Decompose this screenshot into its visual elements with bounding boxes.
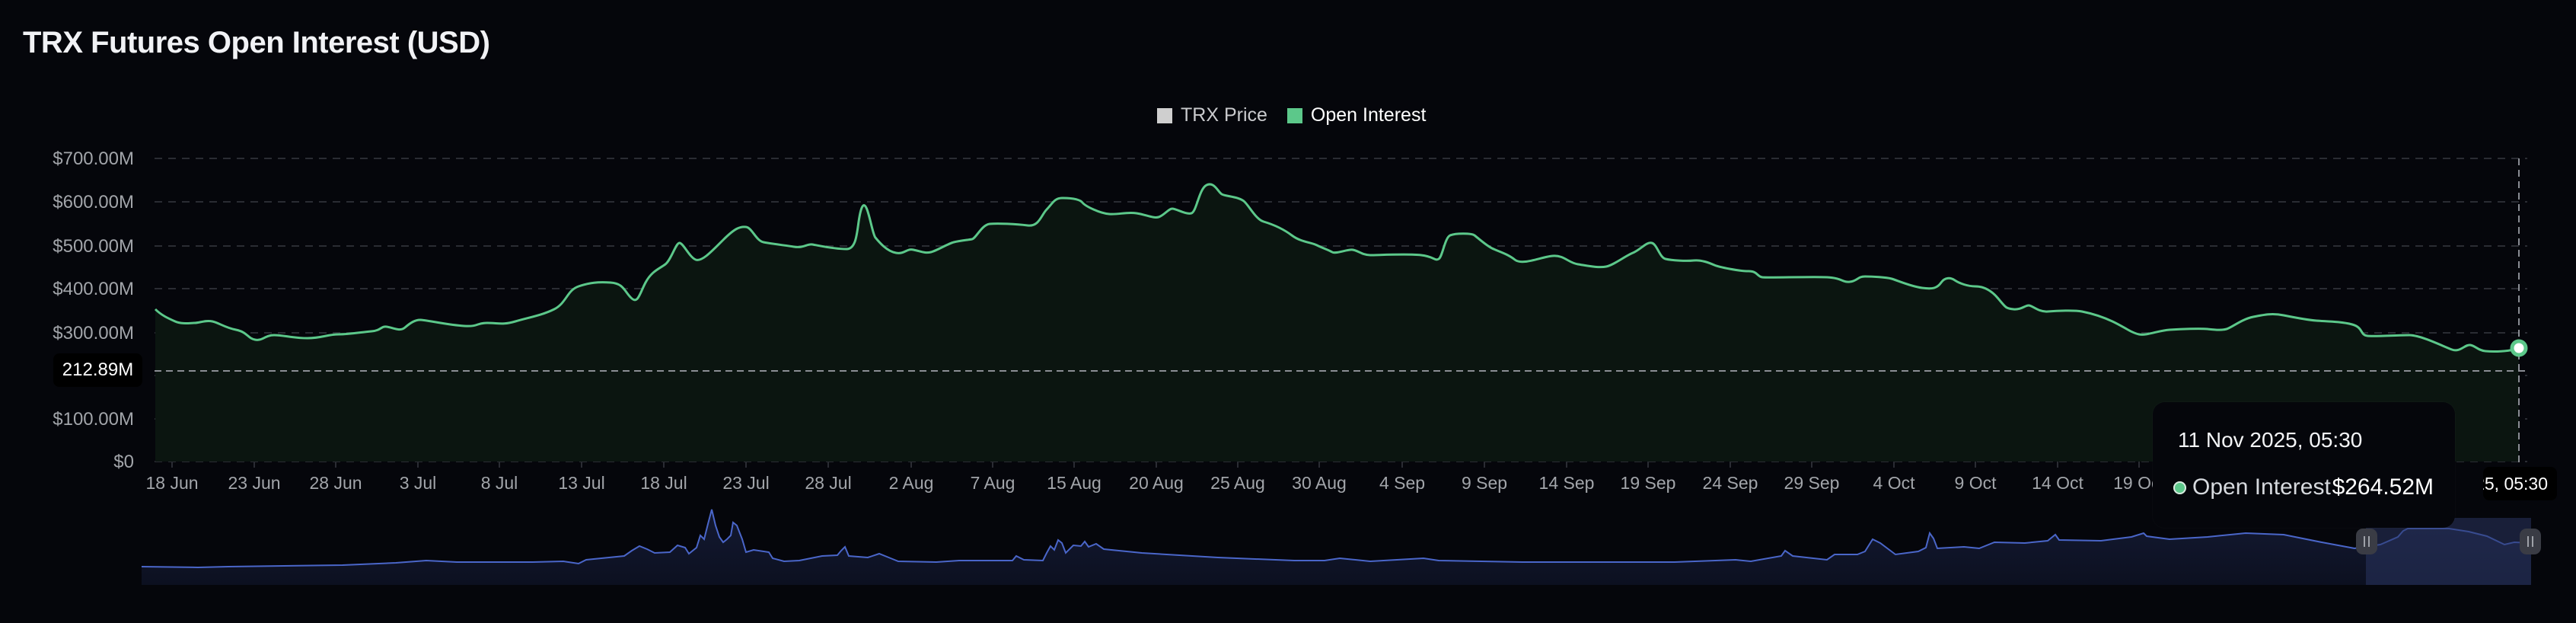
tooltip-date: 11 Nov 2025, 05:30 (2178, 428, 2363, 452)
x-tick-label: 15 Aug (1047, 473, 1101, 493)
grip-icon (2364, 536, 2365, 547)
y-tick-label: $600.00M (53, 192, 134, 212)
y-tick-label: $700.00M (53, 149, 134, 169)
x-tick-label: 25 Aug (1210, 473, 1265, 493)
tooltip: 11 Nov 2025, 05:30 Open Interest $264.52… (2153, 402, 2455, 528)
x-tick-label: 23 Jul (722, 473, 769, 493)
x-tick-label: 9 Oct (1955, 473, 1997, 493)
navigator-area (142, 510, 2531, 585)
y-tick-label: $400.00M (53, 279, 134, 299)
x-tick-label: 4 Sep (1379, 473, 1425, 493)
x-tick-label: 14 Sep (1539, 473, 1595, 493)
legend-item-open-interest[interactable]: Open Interest (1286, 104, 1427, 126)
x-tick-label: 2 Aug (889, 473, 934, 493)
x-tick-label: 23 Jun (228, 473, 280, 493)
x-tick-label: 18 Jun (145, 473, 198, 493)
open-interest-area (155, 184, 2519, 462)
crosshair-x-label-text: 11 Nov 2025, 05:30 (2483, 473, 2548, 494)
x-tick-label: 8 Jul (481, 473, 518, 493)
legend-label: TRX Price (1181, 104, 1267, 126)
x-tick-label: 30 Aug (1292, 473, 1347, 493)
grip-icon (2532, 536, 2533, 547)
x-tick-label: 9 Sep (1462, 473, 1507, 493)
crosshair (155, 158, 2527, 466)
x-tick-label: 13 Jul (558, 473, 604, 493)
y-tick-label: $300.00M (53, 323, 134, 343)
navigator-line (141, 509, 2532, 569)
navigator-selection[interactable] (2366, 518, 2531, 585)
series-dot-icon (2173, 481, 2186, 494)
y-tick-label: $500.00M (53, 236, 134, 257)
crosshair-y-label: 212.89M (53, 353, 142, 387)
x-tick-label: 14 Oct (2032, 473, 2083, 493)
crosshair-x-label: 11 Nov 2025, 05:30 (2483, 467, 2557, 500)
legend-item-trx-price[interactable]: TRX Price (1157, 104, 1267, 126)
x-tick-label: 19 Sep (1621, 473, 1676, 493)
x-tick-label: 29 Sep (1784, 473, 1840, 493)
grip-icon (2527, 536, 2529, 547)
navigator-handle-right[interactable] (2520, 529, 2541, 554)
y-tick-label: $100.00M (53, 409, 134, 430)
tooltip-series-label: Open Interest (2192, 474, 2331, 500)
x-tick-label: 20 Aug (1129, 473, 1184, 493)
open-interest-swatch-icon (1286, 107, 1302, 123)
x-tick-label: 28 Jun (309, 473, 362, 493)
tooltip-value: $264.52M (2332, 474, 2434, 500)
trx-price-swatch-icon (1157, 107, 1172, 123)
legend-label: Open Interest (1310, 104, 1427, 126)
chart-title: TRX Futures Open Interest (USD) (23, 26, 490, 59)
x-tick-label: 7 Aug (971, 473, 1015, 493)
x-tick-label: 3 Jul (400, 473, 437, 493)
tooltip-row: Open Interest $264.52M (2173, 474, 2434, 500)
x-tick-label: 24 Sep (1703, 473, 1758, 493)
x-tick-labels: 18 Jun 23 Jun 28 Jun 3 Jul 8 Jul 13 Jul … (145, 473, 2165, 493)
navigator[interactable] (141, 509, 2532, 585)
hover-point-marker (2510, 339, 2528, 357)
open-interest-line (154, 183, 2520, 353)
navigator-handle-left[interactable] (2356, 529, 2377, 554)
x-tick-label: 18 Jul (640, 473, 687, 493)
y-tick-label: $0 (113, 452, 134, 472)
x-axis (171, 462, 2140, 468)
x-tick-label: 4 Oct (1873, 473, 1916, 493)
legend: TRX Price Open Interest (1157, 104, 1446, 126)
x-tick-label: 28 Jul (805, 473, 851, 493)
y-axis: $700.00M $600.00M $500.00M $400.00M $300… (53, 149, 134, 472)
grip-icon (2368, 536, 2370, 547)
